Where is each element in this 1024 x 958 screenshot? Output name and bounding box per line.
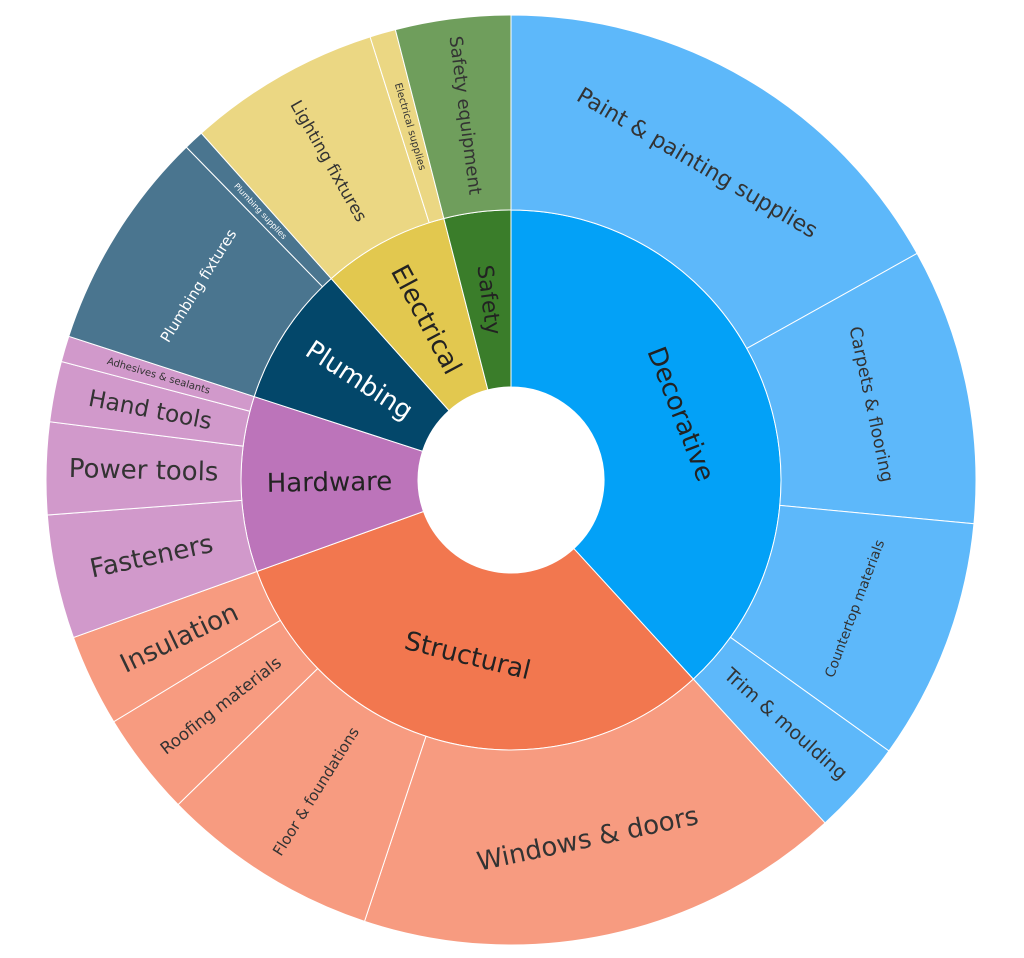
sector-safety-equipment[interactable] (394, 14, 512, 220)
sector-paint-and-painting-supplies[interactable] (510, 14, 918, 350)
label-power-tools: Power tools (68, 454, 218, 488)
label-hardware: Hardware (267, 467, 393, 499)
sector-windows-and-doors[interactable] (363, 678, 826, 946)
